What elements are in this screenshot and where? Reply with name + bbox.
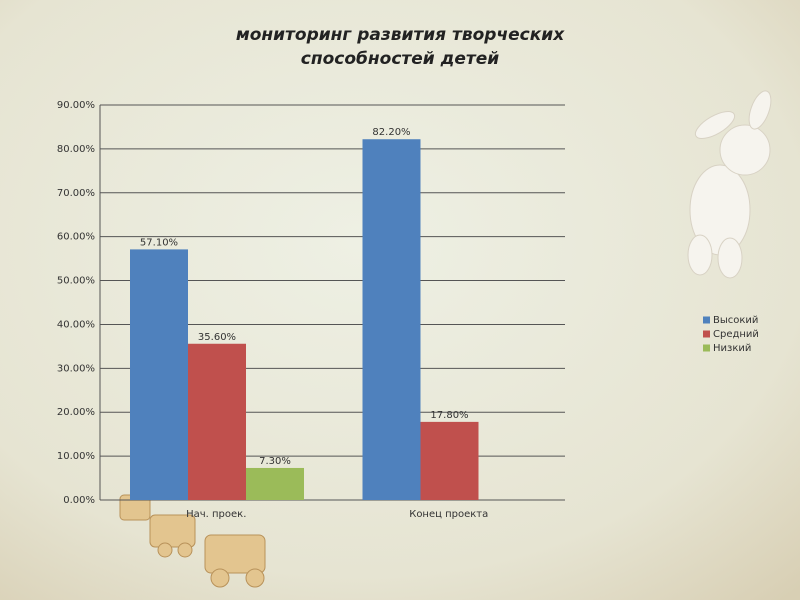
- chart-title: мониторинг развития творческих: [236, 25, 565, 45]
- data-label: 82.20%: [372, 127, 410, 138]
- legend-swatch: [703, 330, 710, 338]
- y-tick-label: 80.00%: [57, 144, 95, 155]
- data-label: 7.30%: [259, 456, 291, 467]
- y-tick-label: 50.00%: [57, 276, 95, 287]
- y-tick-label: 30.00%: [57, 363, 95, 374]
- bar: [362, 139, 421, 500]
- y-tick-label: 60.00%: [57, 232, 95, 243]
- bar: [130, 249, 188, 500]
- y-tick-label: 90.00%: [57, 100, 95, 111]
- bar: [246, 467, 304, 500]
- train-decoration: [119, 494, 266, 588]
- y-tick-label: 10.00%: [57, 451, 95, 462]
- y-tick-label: 70.00%: [57, 188, 95, 199]
- legend-label: Высокий: [713, 315, 758, 326]
- legend-label: Низкий: [713, 343, 751, 354]
- data-label: 17.80%: [430, 410, 468, 421]
- y-tick-label: 40.00%: [57, 319, 95, 330]
- y-tick-label: 0.00%: [63, 495, 95, 506]
- bunny-decoration: [687, 90, 772, 279]
- chart-title: способностей детей: [301, 49, 499, 69]
- data-label: 57.10%: [140, 237, 178, 248]
- x-tick-label: Конец проекта: [409, 509, 488, 520]
- legend-swatch: [703, 344, 710, 352]
- legend-label: Средний: [713, 329, 759, 340]
- legend-swatch: [703, 316, 710, 324]
- x-tick-label: Нач. проек.: [186, 509, 246, 520]
- bar: [188, 343, 246, 500]
- bar: [420, 421, 479, 500]
- data-label: 35.60%: [198, 332, 236, 343]
- y-tick-label: 20.00%: [57, 407, 95, 418]
